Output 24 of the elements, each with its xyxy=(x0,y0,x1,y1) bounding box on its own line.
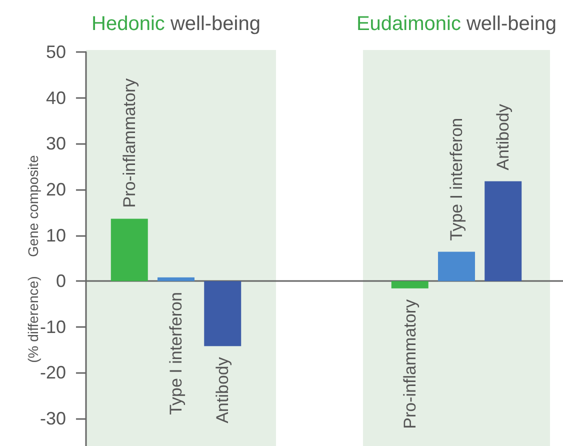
y-tick-label: 10 xyxy=(46,225,66,246)
text: Type I interferon xyxy=(166,292,186,415)
text: Type I interferon xyxy=(447,118,466,241)
y-tick-label: 20 xyxy=(46,179,66,200)
text: Pro-inflammatory xyxy=(400,299,420,429)
y-tick-label: -10 xyxy=(40,316,66,337)
bar xyxy=(438,252,475,282)
text: Pro-inflammatory xyxy=(120,78,139,208)
text: Gene composite (% difference) xyxy=(25,155,41,363)
x-tick-label: Hedonic well-being xyxy=(92,13,260,35)
bar xyxy=(110,218,148,282)
y-tick-label: 0 xyxy=(56,271,66,292)
bar xyxy=(204,281,242,346)
y-tick-label: 50 xyxy=(46,42,66,62)
y-tick-label: -30 xyxy=(40,408,66,429)
bar xyxy=(158,277,194,282)
bar xyxy=(484,181,522,282)
text: Antibody xyxy=(494,104,513,170)
text: Antibody xyxy=(213,356,232,424)
y-tick-label: 40 xyxy=(46,88,66,108)
x-tick-label: Eudaimonic well-being xyxy=(356,13,557,35)
bar xyxy=(391,281,428,288)
y-tick-label: 30 xyxy=(46,134,66,154)
y-tick-label: -20 xyxy=(40,362,66,383)
